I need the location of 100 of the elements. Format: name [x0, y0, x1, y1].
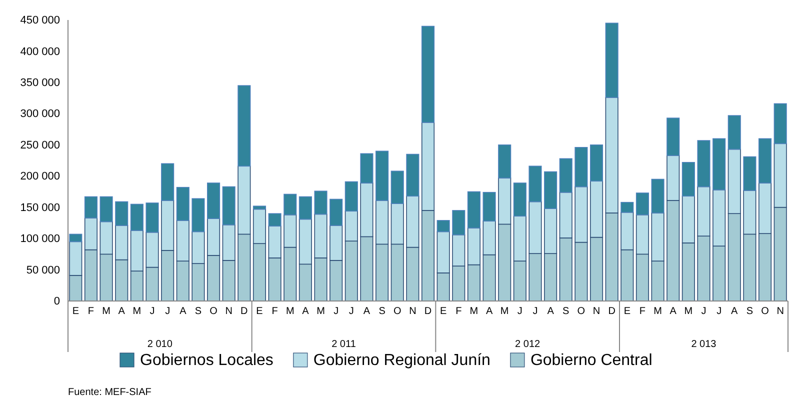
x-tick-label: D	[608, 306, 616, 318]
x-tick-label: M	[470, 306, 478, 318]
bar	[406, 154, 420, 196]
x-tick-label: N	[409, 306, 416, 318]
x-tick-label: E	[72, 306, 80, 318]
bar	[222, 186, 236, 226]
bar	[314, 190, 328, 215]
bar	[284, 194, 297, 216]
bar	[192, 198, 205, 232]
x-tick-label: A	[547, 306, 554, 318]
bar	[298, 196, 312, 220]
bar	[421, 26, 435, 123]
x-tick-label: M	[500, 306, 509, 318]
x-tick-label: F	[456, 306, 462, 318]
bar	[360, 153, 374, 184]
x-tick-label: S	[746, 306, 754, 318]
legend-label: Gobiernos Locales	[140, 352, 274, 369]
bar	[498, 144, 512, 178]
x-tick-label: F	[272, 306, 278, 318]
x-tick-label: J	[150, 306, 155, 318]
x-tick-label: F	[639, 306, 646, 318]
bar	[252, 206, 266, 210]
bar	[69, 234, 82, 242]
x-tick-label: O	[210, 306, 218, 318]
bar	[574, 146, 588, 188]
bar	[620, 202, 634, 213]
bar	[758, 138, 772, 184]
x-tick-label: S	[194, 306, 202, 318]
bar	[268, 213, 282, 226]
bar	[161, 163, 174, 201]
x-tick-label: A	[486, 306, 493, 318]
legend-label: Gobierno Regional Junín	[313, 352, 490, 369]
x-tick-label: N	[776, 306, 784, 318]
bar	[100, 196, 113, 222]
x-tick-label: E	[624, 306, 631, 318]
x-tick-label: A	[731, 306, 738, 318]
text: 2 010	[147, 339, 173, 350]
x-tick-label: E	[256, 306, 264, 318]
x-tick-label: M	[102, 306, 110, 318]
legend-label: Gobierno Central	[530, 352, 652, 369]
x-tick-label: A	[670, 306, 677, 318]
bar	[544, 171, 558, 209]
x-tick-label: D	[240, 306, 248, 318]
y-tick-label: 300 000	[20, 108, 60, 120]
x-tick-label: D	[424, 306, 432, 318]
x-tick-label: M	[684, 306, 693, 318]
bar	[559, 158, 572, 193]
y-tick-label: 350 000	[20, 76, 60, 89]
x-tick-label: E	[440, 306, 447, 318]
bar	[697, 140, 710, 188]
y-tick-label: 400 000	[20, 46, 60, 58]
x-tick-label: J	[716, 306, 722, 318]
x-tick-label: J	[701, 306, 706, 318]
bar	[743, 156, 756, 191]
y-tick-label: 50 000	[26, 264, 60, 276]
text: 2 011	[332, 339, 356, 350]
bar	[666, 118, 680, 156]
x-tick-label: A	[363, 306, 370, 318]
bar	[330, 198, 343, 226]
y-tick-label: 450 000	[20, 14, 60, 27]
x-tick-label: A	[302, 306, 310, 318]
x-tick-label: M	[316, 306, 325, 318]
x-tick-label: A	[180, 306, 187, 318]
x-tick-label: J	[165, 306, 170, 318]
x-tick-label: A	[118, 306, 126, 318]
bar	[482, 192, 496, 222]
bar	[436, 220, 450, 232]
bar	[513, 182, 526, 216]
bar	[467, 191, 480, 228]
bar	[774, 103, 787, 144]
x-tick-label: N	[225, 306, 232, 318]
y-tick-label: 150 000	[20, 202, 60, 214]
bar	[376, 150, 389, 201]
x-tick-label: O	[577, 306, 586, 318]
bar	[238, 85, 251, 167]
x-tick-label: F	[88, 306, 94, 318]
bar	[130, 204, 144, 231]
bar	[452, 210, 466, 236]
bar	[728, 115, 741, 150]
x-tick-label: N	[592, 306, 600, 318]
source-note: Fuente: MEF-SIAF	[68, 387, 152, 398]
bar	[636, 192, 649, 216]
x-tick-label: J	[532, 306, 538, 318]
text: 2 013	[691, 339, 717, 350]
bar	[528, 166, 542, 202]
y-tick-label: 200 000	[20, 170, 60, 183]
bar	[176, 186, 190, 221]
bar	[605, 22, 618, 98]
bar	[115, 201, 128, 226]
bar	[682, 162, 695, 196]
x-tick-label: S	[378, 306, 386, 318]
x-tick-label: M	[132, 306, 142, 318]
bar	[651, 178, 664, 214]
x-tick-label: M	[654, 306, 662, 318]
text: 2 012	[515, 339, 541, 350]
x-tick-label: O	[393, 306, 402, 318]
y-tick-label: 100 000	[20, 233, 60, 246]
x-tick-label: J	[348, 306, 354, 318]
bar	[344, 181, 358, 212]
x-tick-label: M	[286, 306, 294, 318]
